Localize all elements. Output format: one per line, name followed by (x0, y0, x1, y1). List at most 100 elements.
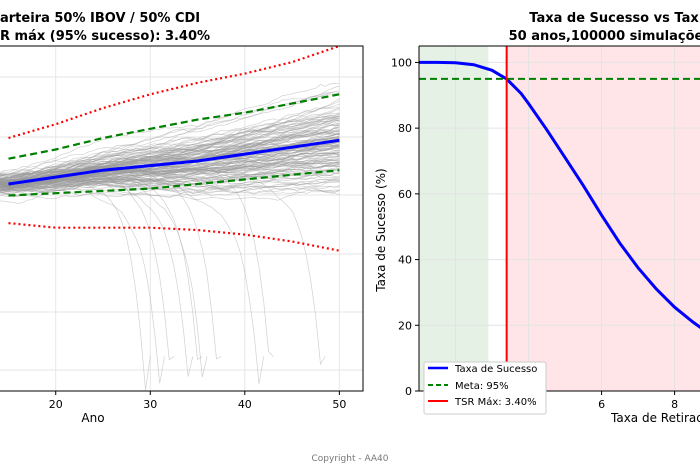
simulation-path (0, 162, 340, 191)
simulation-path (0, 177, 194, 377)
legend-box (423, 361, 547, 415)
right-series (419, 46, 700, 391)
simulation-path (0, 164, 340, 186)
simulation-path (0, 169, 175, 361)
left-x-ticks: 20 30 40 50 (49, 391, 346, 411)
simulation-path (0, 126, 340, 187)
simulation-path (0, 172, 340, 191)
left-series (8, 44, 340, 252)
simulation-path (0, 158, 340, 191)
simulation-path (0, 134, 340, 175)
simulation-path (0, 115, 340, 179)
simulation-path (0, 150, 340, 191)
simulation-path (0, 152, 340, 181)
simulation-path (0, 159, 340, 181)
left-x-tick-label: 30 (143, 398, 157, 411)
simulation-path (0, 120, 340, 179)
simulation-path (0, 171, 326, 366)
simulation-path (0, 101, 340, 191)
left-upper-extreme-line (8, 44, 340, 140)
left-simulation-paths (0, 82, 340, 391)
simulation-path (0, 183, 340, 196)
simulation-path (0, 177, 265, 385)
simulation-path (0, 133, 340, 177)
legend-label: TSR Máx: 3.40% (454, 396, 537, 408)
legend-label: Meta: 95% (455, 381, 509, 392)
success-rate-line (419, 60, 700, 330)
simulation-path (0, 156, 340, 188)
simulation-path (0, 143, 340, 193)
simulation-path (0, 145, 340, 192)
left-x-axis-label: Ano (81, 411, 104, 425)
simulation-path (0, 153, 340, 191)
simulation-path (0, 133, 340, 184)
right-y-tick-label: 60 (398, 188, 412, 201)
right-legend: Taxa de Sucesso Meta: 95% TSR Máx: 3.40% (423, 361, 547, 415)
left-x-tick-label: 50 (332, 398, 346, 411)
simulation-path (0, 139, 340, 193)
simulation-path (0, 165, 222, 360)
simulation-path (0, 117, 340, 187)
simulation-path (0, 131, 340, 180)
simulation-path (0, 186, 340, 198)
simulation-path (0, 161, 340, 191)
simulation-path (0, 117, 340, 184)
left-median-line (8, 138, 340, 186)
simulation-path (0, 155, 340, 187)
simulation-path (0, 127, 340, 181)
left-chart: arteira 50% IBOV / 50% CDI R máx (95% su… (0, 11, 364, 425)
simulation-path (0, 172, 340, 193)
left-x-tick-label: 20 (49, 398, 63, 411)
simulation-path (0, 106, 340, 182)
simulation-path (0, 138, 340, 188)
simulation-path (0, 136, 340, 192)
right-title-line1: Taxa de Sucesso vs Tax (529, 11, 699, 26)
simulation-path (0, 123, 340, 189)
simulation-path (0, 129, 340, 182)
simulation-path (0, 175, 208, 378)
simulation-path (0, 156, 274, 357)
right-x-tick-label: 8 (671, 398, 678, 411)
simulation-path (0, 164, 340, 187)
simulation-path (0, 160, 340, 185)
simulation-path (0, 179, 340, 197)
simulation-path (0, 107, 340, 184)
simulation-path (0, 103, 340, 177)
copyright: Copyright - AA40 (312, 454, 389, 464)
simulation-path (0, 178, 340, 192)
right-y-tick-label: 40 (398, 254, 412, 267)
simulation-path (0, 163, 340, 196)
simulation-path (0, 153, 340, 180)
simulation-path (0, 170, 340, 195)
simulation-path (0, 98, 340, 192)
safe-region (419, 46, 489, 391)
simulation-path (0, 143, 340, 188)
simulation-path (0, 123, 340, 182)
right-y-axis-label: Taxa de Sucesso (%) (374, 168, 388, 292)
right-chart: Taxa de Sucesso vs Tax 50 anos,100000 si… (374, 11, 700, 425)
simulation-path (0, 177, 340, 189)
simulation-path (0, 112, 340, 181)
simulation-path (0, 161, 340, 187)
simulation-path (0, 165, 340, 192)
right-y-tick-label: 100 (391, 56, 412, 69)
simulation-path (0, 117, 340, 185)
legend-items: Taxa de Sucesso Meta: 95% TSR Máx: 3.40% (428, 364, 537, 408)
right-y-tick-label: 80 (398, 122, 412, 135)
left-x-tick-label: 40 (238, 398, 252, 411)
simulation-path (0, 146, 340, 183)
simulation-path (0, 178, 340, 194)
simulation-path (0, 130, 340, 173)
simulation-path (0, 165, 340, 188)
left-lower-band-line (8, 169, 340, 197)
simulation-path (0, 116, 340, 181)
simulation-path (0, 158, 340, 186)
simulation-path (0, 132, 340, 187)
simulation-path (0, 168, 340, 179)
right-title-line2: 50 anos,100000 simulaçõe (509, 29, 700, 44)
simulation-path (0, 151, 340, 189)
simulation-path (0, 142, 340, 186)
simulation-path (0, 141, 340, 180)
simulation-path (0, 144, 340, 182)
simulation-path (0, 121, 340, 184)
